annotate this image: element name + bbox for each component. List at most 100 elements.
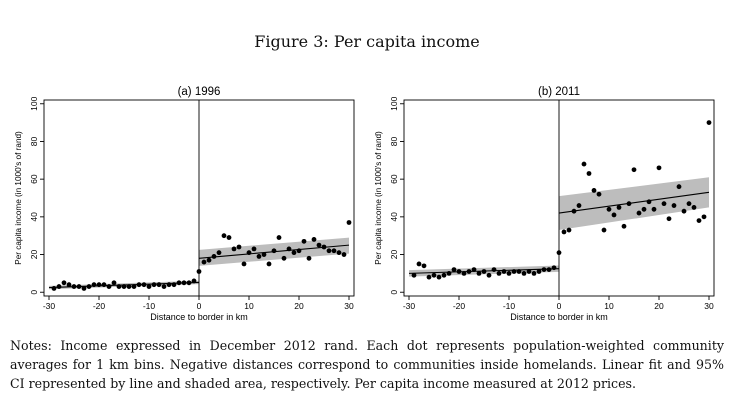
data-point <box>696 218 702 224</box>
x-axis-label: Distance to border in km <box>510 312 608 322</box>
figure-title: Figure 3: Per capita income <box>254 32 480 51</box>
x-tick-label: -30 <box>43 301 56 311</box>
x-tick-label: 0 <box>197 301 202 311</box>
x-tick-label: 20 <box>654 301 664 311</box>
data-point <box>631 167 637 173</box>
data-point <box>51 286 57 291</box>
data-point <box>121 284 127 289</box>
chart-panel-1996: (a) 1996 -30 -20 -10 0 10 20 30 0 20 40 60 80 100 Dist… <box>14 86 355 322</box>
data-point <box>671 203 677 208</box>
data-point <box>91 282 97 288</box>
data-point <box>576 203 582 208</box>
data-point <box>691 205 697 210</box>
data-point <box>321 244 327 250</box>
y-tick-label: 100 <box>29 96 39 110</box>
data-point <box>666 216 672 222</box>
data-point <box>591 188 597 193</box>
y-tick-label: 100 <box>389 96 399 110</box>
data-point <box>96 282 102 288</box>
data-point <box>506 270 512 276</box>
data-point <box>281 255 287 261</box>
data-point <box>461 270 467 276</box>
x-axis-label: Distance to border in km <box>150 312 248 322</box>
ci-band-right <box>559 177 709 231</box>
x-tick-label: 30 <box>344 301 354 311</box>
data-point <box>116 284 122 289</box>
data-point <box>416 261 422 267</box>
data-point <box>216 250 222 256</box>
data-point <box>341 252 347 257</box>
data-point <box>151 282 157 288</box>
panel-title: (a) 1996 <box>178 86 221 98</box>
data-point <box>311 237 317 242</box>
data-point <box>546 267 552 273</box>
y-tick-label: 0 <box>389 290 399 295</box>
data-point <box>86 284 92 289</box>
data-point <box>131 284 137 289</box>
data-point <box>581 161 587 167</box>
data-point <box>286 246 292 252</box>
data-point <box>111 280 117 286</box>
data-point <box>471 267 477 273</box>
data-point <box>346 220 352 225</box>
y-tick-label: 40 <box>389 212 399 222</box>
data-point <box>181 280 187 286</box>
data-point <box>411 272 417 278</box>
data-point <box>651 206 657 212</box>
data-point <box>491 267 497 273</box>
data-point <box>331 248 337 254</box>
data-point <box>601 227 607 233</box>
data-point <box>156 282 162 288</box>
data-point <box>176 280 182 286</box>
x-tick-label: 20 <box>294 301 304 311</box>
data-point <box>251 246 257 252</box>
x-tick-label: -10 <box>503 301 516 311</box>
data-point <box>466 269 472 274</box>
x-tick-label: 30 <box>704 301 714 311</box>
data-point <box>626 201 632 207</box>
data-point <box>226 235 232 240</box>
data-point <box>476 270 482 276</box>
data-point <box>641 206 647 212</box>
data-point <box>336 250 342 256</box>
data-point <box>551 265 557 271</box>
data-point <box>81 286 87 291</box>
data-point <box>446 270 452 276</box>
figure-notes: Notes: Income expressed in December 2012… <box>10 338 724 391</box>
data-point <box>101 282 107 288</box>
data-point <box>661 201 667 207</box>
y-tick-label: 80 <box>389 136 399 146</box>
data-point <box>456 269 462 274</box>
data-point <box>76 284 82 289</box>
data-point <box>276 235 282 240</box>
data-point <box>526 269 532 274</box>
data-point <box>236 244 242 250</box>
data-point <box>166 282 172 288</box>
data-point <box>301 238 307 244</box>
data-point <box>561 229 567 235</box>
y-tick-label: 60 <box>29 174 39 184</box>
data-point <box>511 269 517 274</box>
x-tick-label: 10 <box>604 301 614 311</box>
data-point <box>206 257 212 263</box>
data-point <box>496 270 502 276</box>
data-point <box>106 284 112 289</box>
data-point <box>161 284 167 289</box>
data-point <box>326 248 332 254</box>
data-point <box>431 272 437 278</box>
data-point <box>656 165 662 171</box>
data-point <box>521 270 527 276</box>
data-point <box>296 248 302 254</box>
data-point <box>571 208 577 214</box>
data-point <box>516 269 522 274</box>
data-point <box>221 233 227 239</box>
x-tick-label: -20 <box>93 301 106 311</box>
data-point <box>136 282 142 288</box>
data-point <box>701 214 707 220</box>
data-point <box>291 250 297 256</box>
data-point <box>436 274 442 280</box>
data-point <box>231 246 237 252</box>
data-point <box>196 269 202 274</box>
fit-line-right <box>558 191 710 214</box>
data-point <box>536 269 542 274</box>
